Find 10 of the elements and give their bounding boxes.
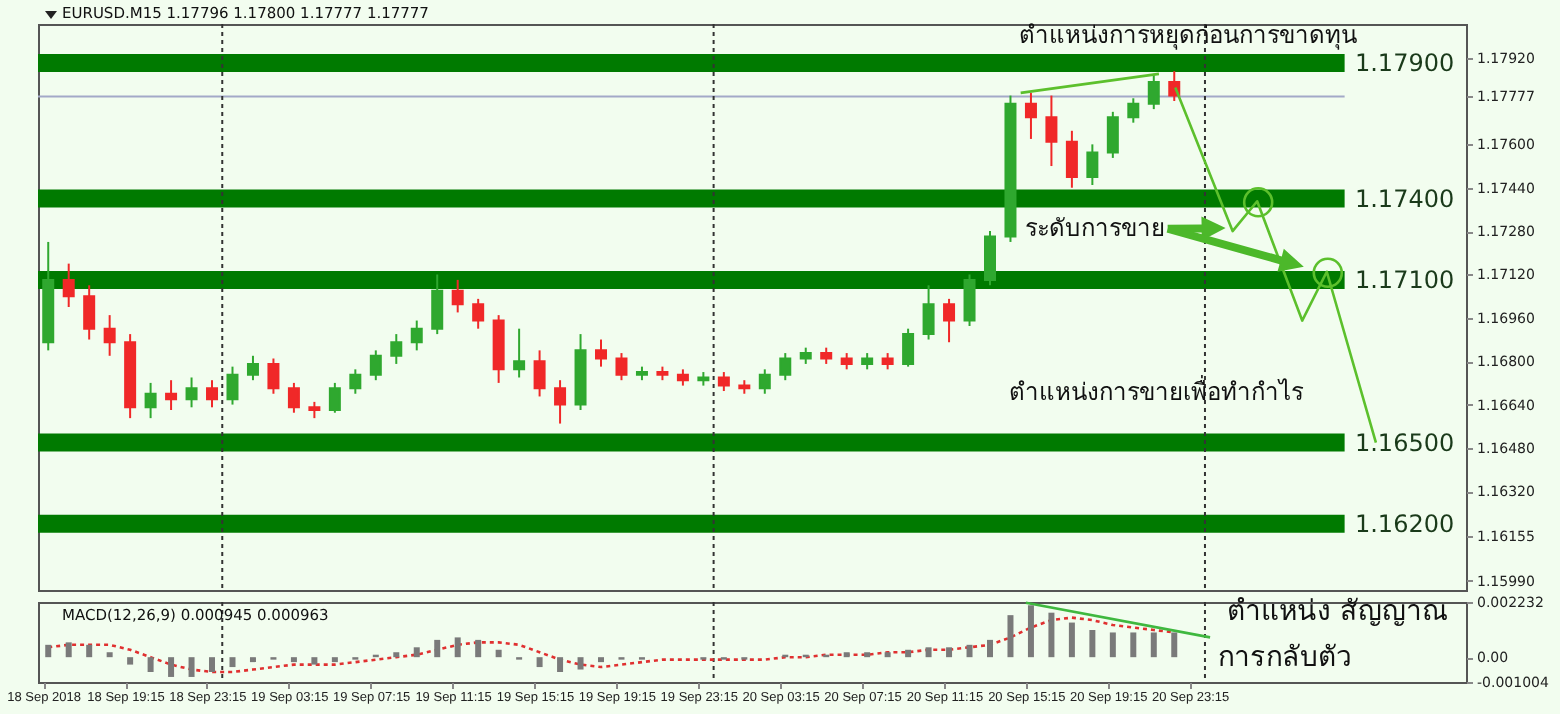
ref-line-label: 1.17100 — [1354, 265, 1455, 294]
annotation: ตำแหน่งการขายเพื่อทำกำไร — [1009, 373, 1306, 406]
annotation: การกลับตัว — [1217, 642, 1352, 674]
ref-line-label: 1.17400 — [1354, 184, 1455, 213]
annotation: ตำแหน่ง สัญญาณ — [1227, 595, 1448, 628]
ref-line-label: 1.16200 — [1354, 509, 1455, 538]
ref-line-label: 1.17900 — [1354, 49, 1455, 78]
annotation: ระดับการขาย — [1024, 213, 1165, 242]
annotation: ตำแหน่งการหยุดก่อนการขาดทุน — [1018, 21, 1357, 52]
ref-line-label: 1.16500 — [1354, 428, 1455, 457]
